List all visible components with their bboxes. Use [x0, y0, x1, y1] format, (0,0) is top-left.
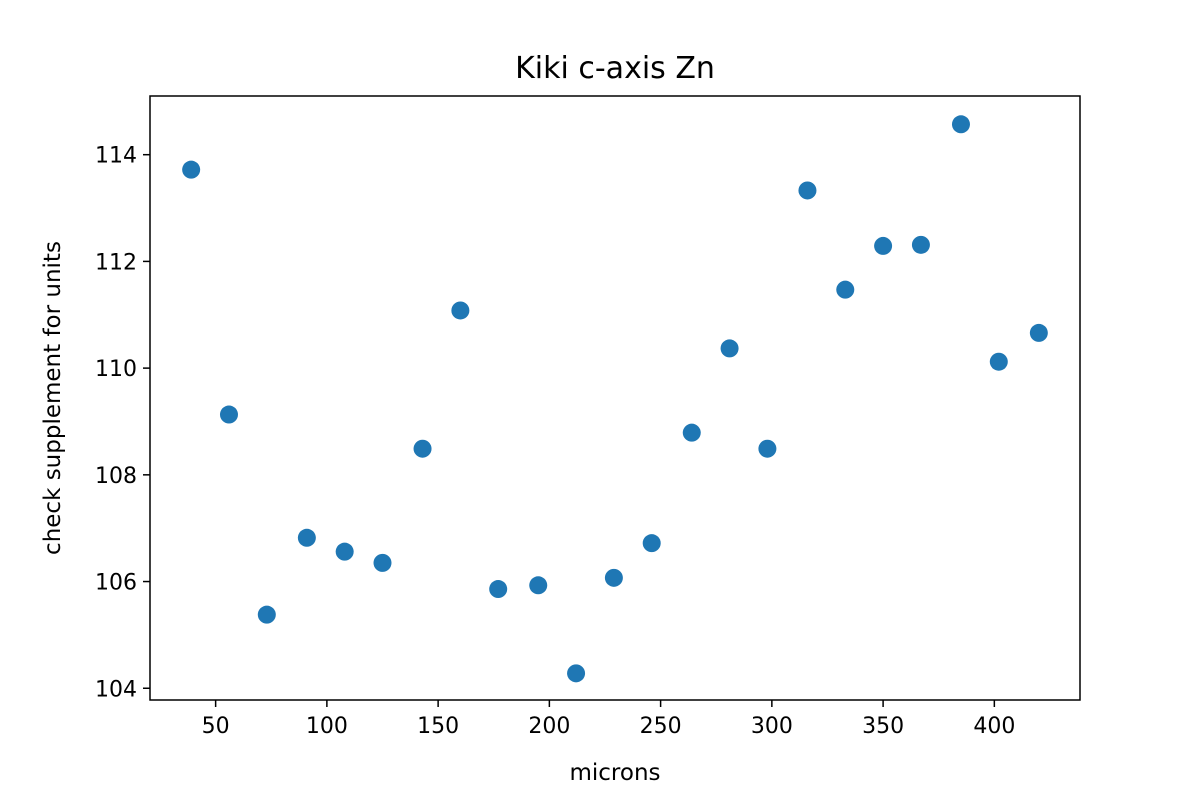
data-point: [951, 115, 970, 134]
y-tick-label: 108: [95, 464, 137, 489]
plot-frame: [149, 95, 1081, 701]
data-point: [720, 339, 739, 358]
data-point: [798, 181, 817, 200]
y-tick-label: 114: [95, 144, 137, 169]
data-point: [489, 580, 508, 599]
x-tick-label: 100: [306, 714, 348, 739]
chart-title: Kiki c-axis Zn: [515, 51, 715, 86]
data-point: [642, 534, 661, 553]
x-tick-label: 350: [862, 714, 904, 739]
data-point: [451, 301, 470, 320]
y-tick-label: 110: [95, 357, 137, 382]
x-tick-label: 250: [640, 714, 682, 739]
x-tick-label: 300: [751, 714, 793, 739]
data-point: [297, 528, 316, 547]
data-point: [1029, 323, 1048, 342]
x-tick-label: 200: [528, 714, 570, 739]
x-tick-label: 50: [202, 714, 230, 739]
data-point: [567, 664, 586, 683]
data-point: [989, 352, 1008, 371]
data-point: [219, 405, 238, 424]
data-point: [373, 553, 392, 572]
data-point: [182, 160, 201, 179]
data-point: [836, 280, 855, 299]
data-point: [335, 542, 354, 561]
x-tick-label: 150: [417, 714, 459, 739]
data-point: [413, 439, 432, 458]
data-point: [529, 576, 548, 595]
x-axis-label: microns: [569, 760, 660, 786]
y-tick-label: 112: [95, 250, 137, 275]
y-tick-label: 106: [95, 571, 137, 596]
data-point: [874, 236, 893, 255]
y-tick-label: 104: [95, 677, 137, 702]
data-point: [604, 568, 623, 587]
data-point: [758, 439, 777, 458]
x-tick-label: 400: [973, 714, 1015, 739]
data-point: [911, 235, 930, 254]
data-point: [257, 605, 276, 624]
data-point: [682, 423, 701, 442]
plot-area: 50 100 150 200 250 300 350 400 104 106 108 110 112 11…: [95, 95, 1081, 739]
y-axis-label: check supplement for units: [40, 241, 66, 555]
